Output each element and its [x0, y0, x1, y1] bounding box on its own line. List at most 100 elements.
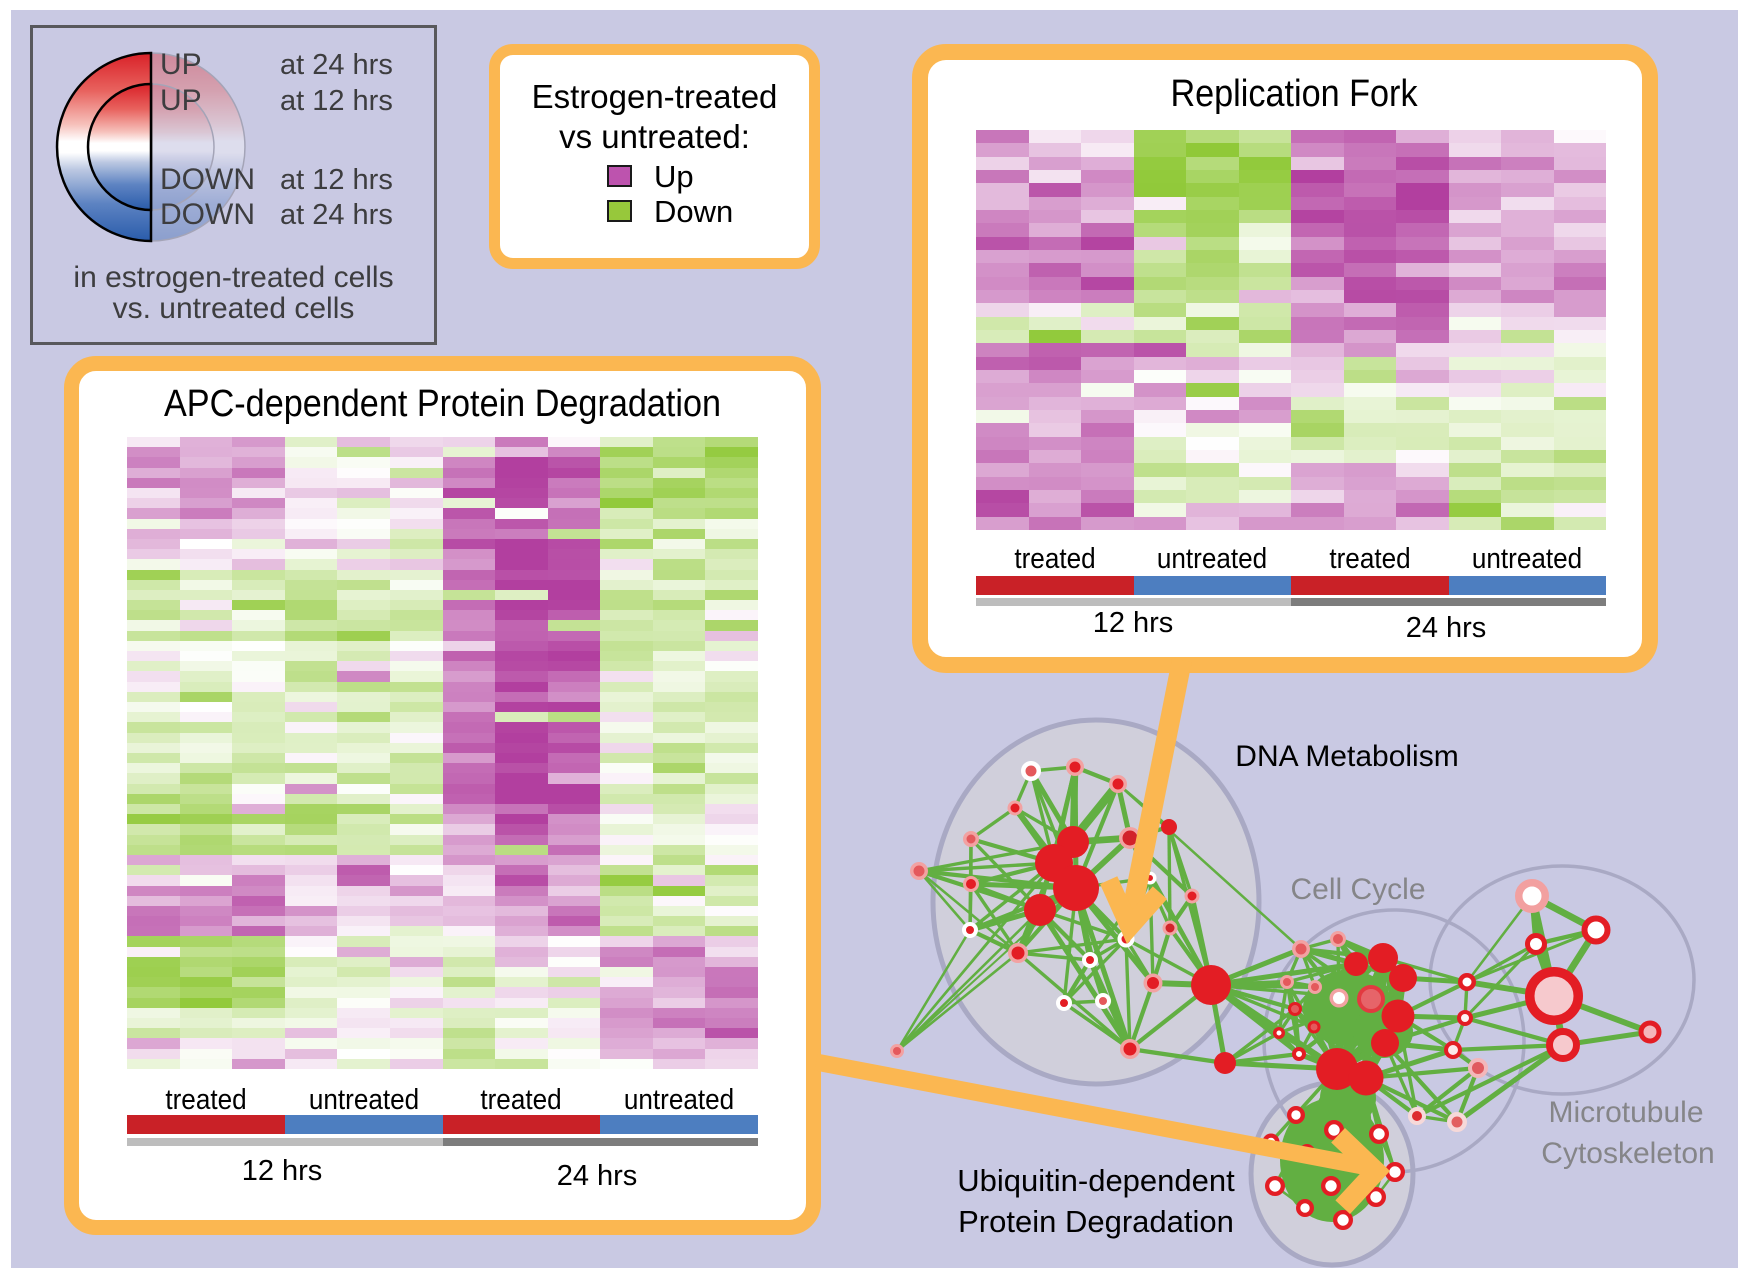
- heatmap-cell: [285, 488, 337, 498]
- heatmap-cell: [127, 814, 180, 824]
- heatmap-cell: [1134, 383, 1186, 397]
- network-edge: [918, 870, 971, 931]
- heatmap-cell: [1134, 397, 1186, 410]
- heatmap-cell: [495, 753, 548, 763]
- heatmap-cell: [653, 1038, 705, 1049]
- heatmap-cell: [1344, 223, 1396, 237]
- heatmap-cell: [1449, 250, 1501, 263]
- heatmap-cell: [127, 855, 180, 865]
- heatmap-cell: [285, 529, 337, 539]
- heatmap-cell: [1449, 170, 1501, 183]
- heatmap-cell: [1291, 450, 1344, 463]
- heatmap-cell: [1501, 290, 1554, 303]
- gene-node-d6: [890, 1044, 904, 1058]
- heatmap-cell: [390, 539, 443, 549]
- heatmap-cell: [232, 773, 285, 784]
- heatmap-cell: [1449, 130, 1501, 143]
- heatmap-cell: [390, 804, 443, 814]
- heatmap-cell: [1344, 277, 1396, 290]
- heatmap-cell: [705, 682, 758, 692]
- heatmap-cell: [232, 998, 285, 1008]
- heatmap-cell: [443, 773, 495, 784]
- heatmap-cell: [1134, 157, 1186, 170]
- heatmap-cell: [1291, 183, 1344, 197]
- heatmap-cell: [705, 498, 758, 508]
- heatmap-cell: [1134, 503, 1186, 517]
- heatmap-cell: [976, 410, 1029, 423]
- network-edge: [1124, 938, 1132, 1050]
- heatmap-cell: [390, 814, 443, 824]
- heatmap-cell: [1396, 237, 1449, 250]
- heatmap-cell: [232, 702, 285, 712]
- heatmap-cell: [232, 1059, 285, 1069]
- heatmap-cell: [390, 549, 443, 559]
- heatmap-cell: [495, 743, 548, 753]
- heatmap-cell: [1501, 330, 1554, 343]
- heatmap-cell: [653, 549, 705, 559]
- gene-node-c16: [1348, 1060, 1384, 1096]
- untreated-bar-segment: [284, 1115, 443, 1134]
- heatmap-cell: [180, 508, 232, 519]
- heatmap-cell: [232, 641, 285, 651]
- microtubule-label-2: Cytoskeleton: [1541, 1137, 1715, 1170]
- heatmap-cell: [1291, 317, 1344, 330]
- heatmap-cell: [127, 875, 180, 886]
- heatmap-cell: [1029, 370, 1081, 383]
- heatmap-cell: [705, 987, 758, 998]
- heatmap-cell: [548, 437, 600, 447]
- heatmap-cell: [1134, 170, 1186, 183]
- heatmap-cell: [600, 1018, 653, 1028]
- heatmap-cell: [495, 468, 548, 478]
- dna-metabolism-label: DNA Metabolism: [1235, 740, 1459, 773]
- heatmap-cell: [976, 477, 1029, 490]
- heatmap-cell: [180, 478, 232, 488]
- heatmap-cell: [1186, 237, 1239, 250]
- heatmap-cell: [1134, 290, 1186, 303]
- heatmap-cell: [1554, 250, 1606, 263]
- heatmap-cell: [1081, 330, 1134, 343]
- heatmap-cell: [127, 712, 180, 722]
- heatmap-cell: [443, 977, 495, 987]
- heatmap-cell: [1449, 410, 1501, 423]
- heatmap-cell: [127, 753, 180, 763]
- heatmap-cell: [1029, 383, 1081, 397]
- gene-node-m1: [1581, 915, 1611, 945]
- heatmap-cell: [1291, 130, 1344, 143]
- heatmap-cell: [1554, 263, 1606, 277]
- heatmap-cell: [495, 875, 548, 886]
- up-24-time: at 24 hrs: [280, 49, 393, 81]
- heatmap-cell: [1501, 143, 1554, 157]
- heatmap-cell: [180, 631, 232, 641]
- network-edge: [1466, 928, 1597, 984]
- heatmap-cell: [1396, 183, 1449, 197]
- gene-node-u1: [1324, 1120, 1345, 1141]
- heatmap-cell: [1344, 170, 1396, 183]
- heatmap-cell: [180, 671, 232, 682]
- heatmap-cell: [127, 529, 180, 539]
- heatmap-cell: [1554, 237, 1606, 250]
- heatmap-cell: [1396, 423, 1449, 437]
- heatmap-cell: [285, 773, 337, 784]
- heatmap-cell: [180, 641, 232, 651]
- heatmap-cell: [285, 1038, 337, 1049]
- heatmap-cell: [1449, 383, 1501, 397]
- heatmap-cell: [600, 1028, 653, 1038]
- heatmap-cell: [976, 317, 1029, 330]
- heatmap-cell: [976, 357, 1029, 370]
- heatmap-cell: [127, 437, 180, 447]
- heatmap-cell: [1291, 357, 1344, 370]
- down-24-label: DOWN: [160, 198, 255, 231]
- gene-node-d13: [1008, 943, 1028, 963]
- heatmap-cell: [232, 519, 285, 529]
- heatmap-cell: [285, 947, 337, 957]
- heatmap-cell: [976, 383, 1029, 397]
- heatmap-cell: [1344, 317, 1396, 330]
- heatmap-cell: [285, 794, 337, 804]
- heatmap-cell: [390, 498, 443, 508]
- network-edge: [1223, 1007, 1297, 1065]
- heatmap-cell: [1554, 170, 1606, 183]
- heatmap-cell: [600, 549, 653, 559]
- heatmap-cell: [180, 549, 232, 559]
- heatmap-cell: [232, 977, 285, 987]
- heatmap-cell: [1554, 397, 1606, 410]
